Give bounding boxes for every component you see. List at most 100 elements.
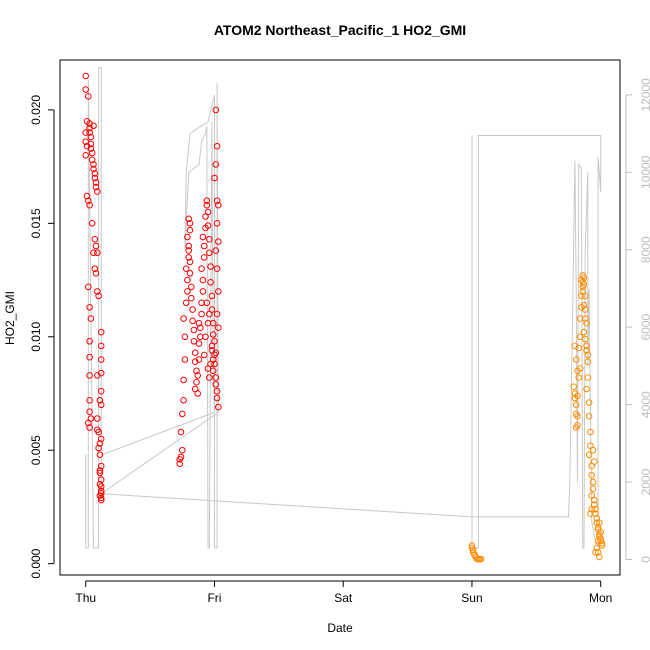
- data-point: [469, 546, 477, 554]
- data-point: [194, 390, 201, 397]
- data-point: [85, 93, 92, 100]
- data-point: [88, 220, 96, 227]
- data-point: [212, 374, 220, 381]
- data-point: [85, 197, 92, 204]
- data-point: [96, 440, 104, 447]
- data-point: [209, 331, 217, 338]
- data-point: [86, 353, 93, 361]
- right-y-tick-label: 12000: [639, 78, 650, 112]
- data-point: [204, 222, 212, 229]
- data-point: [185, 247, 192, 254]
- right-y-tick-label: 6000: [639, 314, 650, 341]
- data-point: [180, 376, 187, 384]
- data-point: [477, 555, 485, 563]
- data-point: [578, 276, 585, 284]
- data-point: [211, 174, 218, 182]
- right-y-axis: 0 2000 4000 6000 8000 10000 12000: [625, 78, 650, 563]
- data-point: [570, 383, 578, 391]
- data-point: [179, 446, 186, 454]
- data-point: [585, 451, 593, 459]
- data-point: [203, 299, 211, 307]
- data-point: [92, 242, 100, 250]
- data-point: [182, 265, 190, 273]
- data-point: [594, 549, 602, 556]
- data-point: [87, 315, 95, 322]
- data-point: [190, 326, 198, 334]
- data-point: [581, 306, 589, 313]
- y-axis: 0.000 0.005 0.010 0.015 0.020: [29, 95, 55, 579]
- data-point: [592, 510, 599, 518]
- data-point: [575, 344, 583, 352]
- data-point: [211, 338, 218, 345]
- data-point: [206, 374, 213, 381]
- data-point: [86, 304, 93, 311]
- data-point: [212, 106, 220, 114]
- y-tick-label: 0.010: [29, 321, 43, 351]
- data-point: [215, 324, 222, 332]
- data-point: [86, 408, 93, 416]
- data-point: [87, 145, 95, 152]
- x-tick-label: Sun: [461, 591, 482, 605]
- data-point: [200, 254, 208, 261]
- data-point: [207, 279, 214, 286]
- data-point: [589, 478, 597, 486]
- data-point: [194, 372, 201, 379]
- data-point: [583, 347, 590, 354]
- data-point: [186, 226, 194, 234]
- points-layer: [82, 72, 606, 563]
- data-point: [213, 197, 221, 204]
- data-point: [209, 367, 217, 375]
- data-point: [581, 335, 589, 343]
- data-point: [87, 140, 95, 148]
- data-point: [180, 315, 187, 322]
- data-point: [188, 294, 195, 302]
- data-point: [94, 288, 101, 295]
- data-point: [97, 328, 105, 336]
- data-point: [591, 496, 598, 504]
- right-y-tick-label: 2000: [639, 468, 650, 495]
- data-point: [181, 333, 189, 341]
- data-point: [97, 369, 105, 377]
- data-point: [593, 519, 601, 527]
- right-y-tick-label: 0: [639, 556, 650, 563]
- data-point: [177, 453, 185, 461]
- data-point: [176, 460, 183, 468]
- data-point: [213, 142, 221, 150]
- right-y-tick-label: 4000: [639, 391, 650, 418]
- data-point: [203, 197, 211, 204]
- data-point: [90, 249, 97, 257]
- data-point: [198, 265, 205, 273]
- data-point: [82, 86, 89, 93]
- plot-frame: [59, 59, 621, 576]
- data-point: [92, 179, 100, 186]
- data-point: [206, 249, 213, 257]
- data-point: [95, 444, 102, 452]
- data-point: [215, 288, 222, 295]
- data-point: [203, 201, 211, 209]
- data-point: [91, 170, 99, 177]
- data-point: [575, 374, 583, 381]
- data-point: [589, 446, 597, 454]
- data-point: [97, 462, 105, 470]
- data-point: [212, 161, 220, 168]
- data-point: [574, 422, 581, 429]
- data-point: [96, 451, 104, 459]
- chart-title: ATOM2 Northeast_Pacific_1 HO2_GMI: [214, 22, 466, 38]
- data-point: [185, 242, 192, 250]
- y-tick-label: 0.020: [29, 95, 43, 125]
- data-point: [82, 129, 89, 136]
- data-point: [92, 183, 100, 191]
- data-point: [91, 174, 99, 182]
- data-point: [184, 288, 191, 295]
- data-point: [213, 394, 221, 402]
- data-point: [184, 276, 191, 284]
- altitude-line: [85, 67, 602, 549]
- x-axis-label: Date: [327, 621, 353, 635]
- data-point: [579, 288, 587, 295]
- data-point: [198, 310, 205, 318]
- data-point: [572, 356, 580, 363]
- data-point: [587, 428, 594, 436]
- data-point: [97, 494, 105, 502]
- data-point: [97, 476, 105, 484]
